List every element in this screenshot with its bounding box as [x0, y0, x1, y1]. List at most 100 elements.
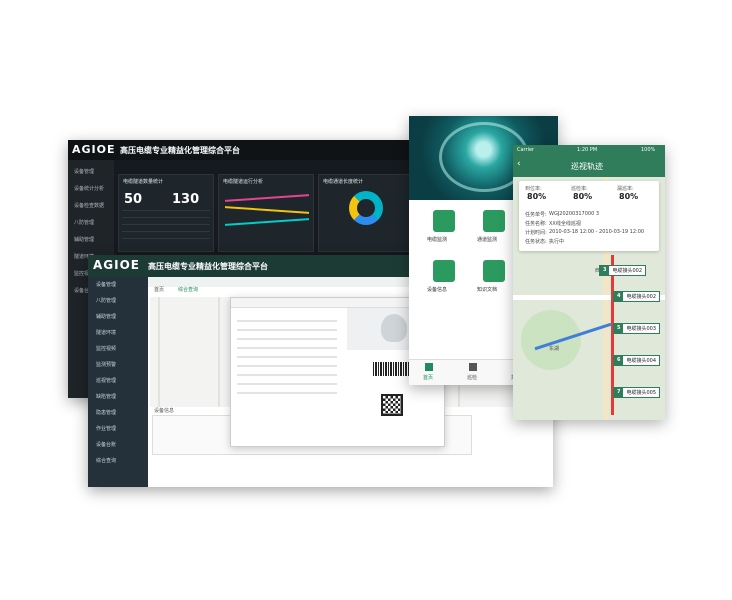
- waypoint[interactable]: 3 电缆接头002: [599, 265, 647, 276]
- task-label: 任务名称:: [525, 221, 547, 227]
- battery: 100%: [641, 147, 656, 153]
- panel: 电缆通道长度统计: [318, 174, 414, 252]
- place-label: 东湖: [549, 346, 560, 352]
- metric-label: 到位率:: [525, 186, 542, 192]
- field-line: [237, 365, 337, 367]
- menu-item[interactable]: 设备台账: [74, 288, 95, 294]
- stat-number: 50: [124, 192, 143, 207]
- waypoint-number: 3: [600, 265, 610, 276]
- menu-item[interactable]: 监控视频: [96, 346, 117, 352]
- menu-item[interactable]: 缺陷管理: [96, 394, 117, 400]
- nav-icon[interactable]: [425, 363, 433, 371]
- waypoint[interactable]: 7 电缆接头005: [613, 387, 661, 398]
- tile-icon[interactable]: [483, 260, 505, 282]
- map-road: [158, 297, 160, 407]
- modal-header: [231, 298, 446, 308]
- menu-item[interactable]: 隐患管理: [96, 410, 117, 416]
- metric-label: 漏巡率:: [617, 186, 634, 192]
- menu-item[interactable]: 巡视管理: [96, 378, 117, 384]
- tile-icon[interactable]: [433, 210, 455, 232]
- screen-title: 巡视轨迹: [571, 162, 603, 171]
- metric-label: 巡检率:: [571, 186, 588, 192]
- menu-item[interactable]: 监测预警: [96, 362, 117, 368]
- map-lake: [521, 310, 581, 370]
- field-line: [237, 347, 337, 349]
- back-arrow: ‹: [517, 159, 521, 169]
- task-value: 2010-03-18 12:00 - 2010-03-19 12:00: [549, 229, 645, 235]
- panel-title: 电缆隧道数量统计: [123, 179, 164, 185]
- metric-value: 80%: [573, 192, 593, 201]
- menu-item[interactable]: 八防管理: [74, 220, 95, 226]
- tile-icon[interactable]: [433, 260, 455, 282]
- table-row: [122, 217, 210, 218]
- waypoint-label: 电缆接头005: [626, 390, 657, 396]
- logo: AGIOE: [72, 143, 116, 156]
- menu-item[interactable]: 设备检查数据: [74, 203, 105, 209]
- tile-label[interactable]: 通道监测: [477, 237, 498, 243]
- waypoint-label: 电缆接头002: [612, 268, 643, 274]
- tile-icon[interactable]: [483, 210, 505, 232]
- logo: AGIOE: [93, 258, 140, 272]
- info-card: 到位率: 80% 巡检率: 80% 漏巡率: 80% 任务单号: WGJ20200317000…: [519, 181, 659, 251]
- panel: 电缆隧道运行分析: [218, 174, 314, 252]
- camera: [381, 314, 407, 342]
- task-value: XX线全线巡视: [549, 221, 581, 227]
- waypoint-label: 电缆接头004: [626, 358, 657, 364]
- menu-item[interactable]: 隧道环境: [74, 254, 95, 260]
- menu-item[interactable]: 设备台账: [96, 442, 117, 448]
- menu-item[interactable]: 设备统计分析: [74, 186, 105, 192]
- menu-item[interactable]: 辅助管理: [74, 237, 95, 243]
- task-label: 任务状态:: [525, 239, 547, 245]
- table-row: [122, 210, 210, 211]
- clock: 1:20 PM: [577, 147, 598, 153]
- menu-item[interactable]: 设备管理: [96, 282, 117, 288]
- task-value: WGJ20200317000 3: [549, 211, 600, 217]
- waypoint[interactable]: 4 电缆接头002: [613, 291, 661, 302]
- waypoint-label: 电缆接头003: [626, 326, 657, 332]
- panel-title: 电缆隧道运行分析: [223, 179, 264, 185]
- chart-line: [225, 206, 309, 214]
- menu-item[interactable]: 隧道环境: [96, 330, 117, 336]
- menu-item[interactable]: 八防管理: [96, 298, 117, 304]
- app-title: 高压电缆专业精益化管理综合平台: [120, 146, 240, 155]
- waypoint[interactable]: 5 电缆接头003: [613, 323, 661, 334]
- table-row: [122, 231, 210, 232]
- breadcrumb-bar: [148, 277, 553, 287]
- waypoint-number: 4: [614, 291, 624, 302]
- route-line: [611, 255, 614, 415]
- waypoint-label: 电缆接头002: [626, 294, 657, 300]
- donut: [349, 191, 383, 225]
- menu-item[interactable]: 辅助管理: [96, 314, 117, 320]
- field-line: [237, 383, 337, 385]
- panel-title: 电缆通道长度统计: [323, 179, 364, 185]
- chart-line: [225, 194, 309, 202]
- field-line: [237, 320, 337, 322]
- field-line: [237, 338, 337, 340]
- tile-label[interactable]: 设备信息: [427, 287, 448, 293]
- menu-item[interactable]: 作业管理: [96, 426, 117, 432]
- metric-value: 80%: [619, 192, 639, 201]
- field-line: [237, 356, 337, 358]
- menu-item[interactable]: 设备管理: [74, 169, 95, 175]
- metric-value: 80%: [527, 192, 547, 201]
- waypoint-number: 7: [614, 387, 624, 398]
- task-label: 任务单号:: [525, 212, 547, 218]
- app-title: 高压电缆专业精益化管理综合平台: [148, 262, 268, 271]
- tile-label[interactable]: 电缆监测: [427, 237, 448, 243]
- nav-label[interactable]: 巡检: [467, 375, 478, 381]
- tab[interactable]: 首页: [154, 287, 165, 293]
- menu-item[interactable]: 综合查询: [96, 458, 117, 464]
- table-row: [122, 224, 210, 225]
- field-line: [237, 374, 337, 376]
- waypoint[interactable]: 6 电缆接头004: [613, 355, 661, 366]
- tile-label[interactable]: 知识文档: [477, 287, 498, 293]
- nav-icon[interactable]: [469, 363, 477, 371]
- nav-label[interactable]: 首页: [423, 375, 434, 381]
- tab[interactable]: 综合查询: [178, 287, 199, 293]
- carrier: Carrier: [517, 147, 535, 153]
- field-line: [237, 329, 337, 331]
- sidebar: 设备管理八防管理辅助管理隧道环境监控视频监测预警巡视管理缺陷管理隐患管理作业管理…: [88, 277, 148, 487]
- chart-line: [225, 218, 309, 226]
- panel: 电缆隧道数量统计: [118, 174, 214, 252]
- menu-item[interactable]: 监控视频: [74, 271, 95, 277]
